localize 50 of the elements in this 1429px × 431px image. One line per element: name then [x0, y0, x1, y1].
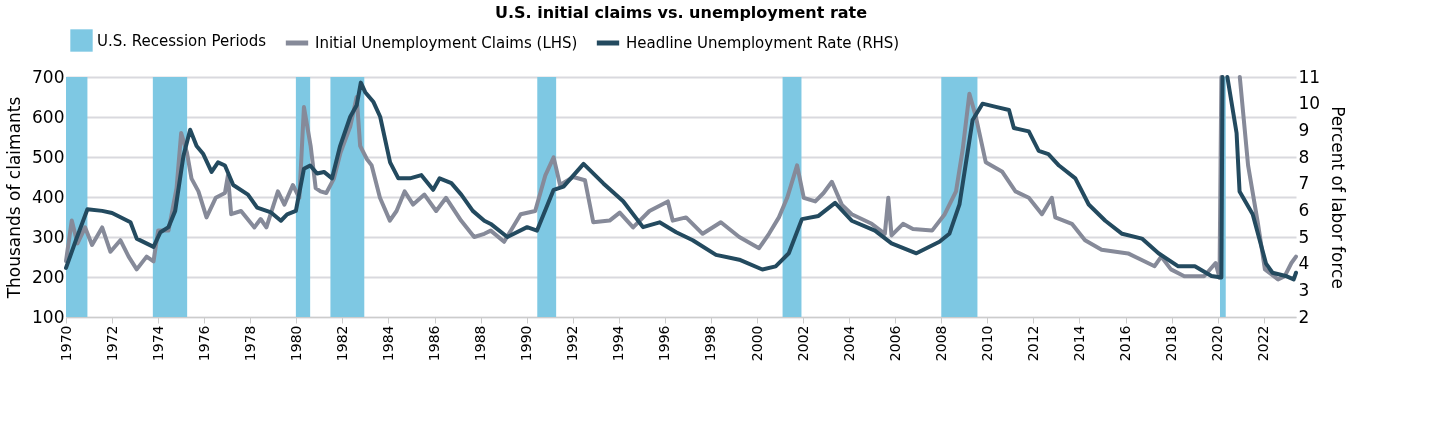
y2-tick-label: 8 — [1298, 146, 1310, 167]
x-tick-label: 2008 — [932, 325, 949, 362]
x-tick-label: 1978 — [241, 325, 258, 362]
x-tick-label: 1984 — [379, 325, 396, 362]
x-tick-label: 1976 — [195, 325, 212, 362]
chart-title: U.S. initial claims vs. unemployment rate — [494, 3, 868, 22]
x-tick-label: 2010 — [978, 325, 995, 362]
x-tick-label: 1980 — [287, 325, 304, 362]
y-tick-label: 400 — [32, 186, 65, 207]
legend-label: Headline Unemployment Rate (RHS) — [626, 34, 900, 52]
x-tick-label: 2016 — [1117, 325, 1134, 362]
y2-tick-label: 9 — [1298, 119, 1310, 140]
x-tick-label: 2000 — [748, 325, 765, 362]
x-tick-label: 1970 — [57, 325, 74, 362]
x-tick-label: 1996 — [656, 325, 673, 362]
y-tick-label: 600 — [32, 106, 65, 127]
x-tick-label: 2018 — [1163, 325, 1180, 362]
x-tick-label: 1982 — [333, 325, 350, 362]
x-tick-label: 1986 — [426, 325, 443, 362]
legend-label: U.S. Recession Periods — [97, 31, 267, 50]
x-tick-label: 1988 — [472, 325, 489, 362]
y-tick-label: 300 — [32, 226, 65, 247]
y2-tick-label: 2 — [1298, 306, 1310, 327]
x-tick-label: 1998 — [702, 325, 719, 362]
y-tick-label: 200 — [32, 266, 65, 287]
y2-tick-label: 4 — [1298, 253, 1310, 274]
x-tick-label: 1994 — [610, 325, 627, 362]
y2-tick-label: 11 — [1298, 66, 1321, 87]
y-axis-title: Thousands of claimants — [4, 96, 25, 300]
x-tick-label: 1990 — [518, 325, 535, 362]
y-tick-label: 700 — [32, 66, 65, 87]
y2-tick-label: 5 — [1298, 226, 1310, 247]
y2-tick-label: 7 — [1298, 173, 1310, 194]
y-tick-label: 100 — [32, 306, 65, 327]
y2-tick-label: 6 — [1298, 199, 1310, 220]
y2-tick-label: 10 — [1298, 93, 1321, 114]
x-tick-label: 2004 — [840, 325, 857, 362]
y-tick-label: 500 — [32, 146, 65, 167]
legend-label: Initial Unemployment Claims (LHS) — [315, 34, 578, 52]
x-tick-label: 1972 — [103, 325, 120, 362]
x-tick-label: 2012 — [1024, 325, 1041, 362]
y2-tick-label: 3 — [1298, 279, 1310, 300]
x-tick-label: 2006 — [886, 325, 903, 362]
x-tick-label: 2022 — [1255, 325, 1272, 362]
x-tick-label: 1974 — [149, 325, 166, 362]
y2-axis-title: Percent of labor force — [1328, 106, 1349, 289]
x-tick-label: 2014 — [1070, 325, 1087, 362]
x-tick-label: 1992 — [564, 325, 581, 362]
x-tick-label: 2002 — [794, 325, 811, 362]
x-tick-label: 2020 — [1209, 325, 1226, 362]
